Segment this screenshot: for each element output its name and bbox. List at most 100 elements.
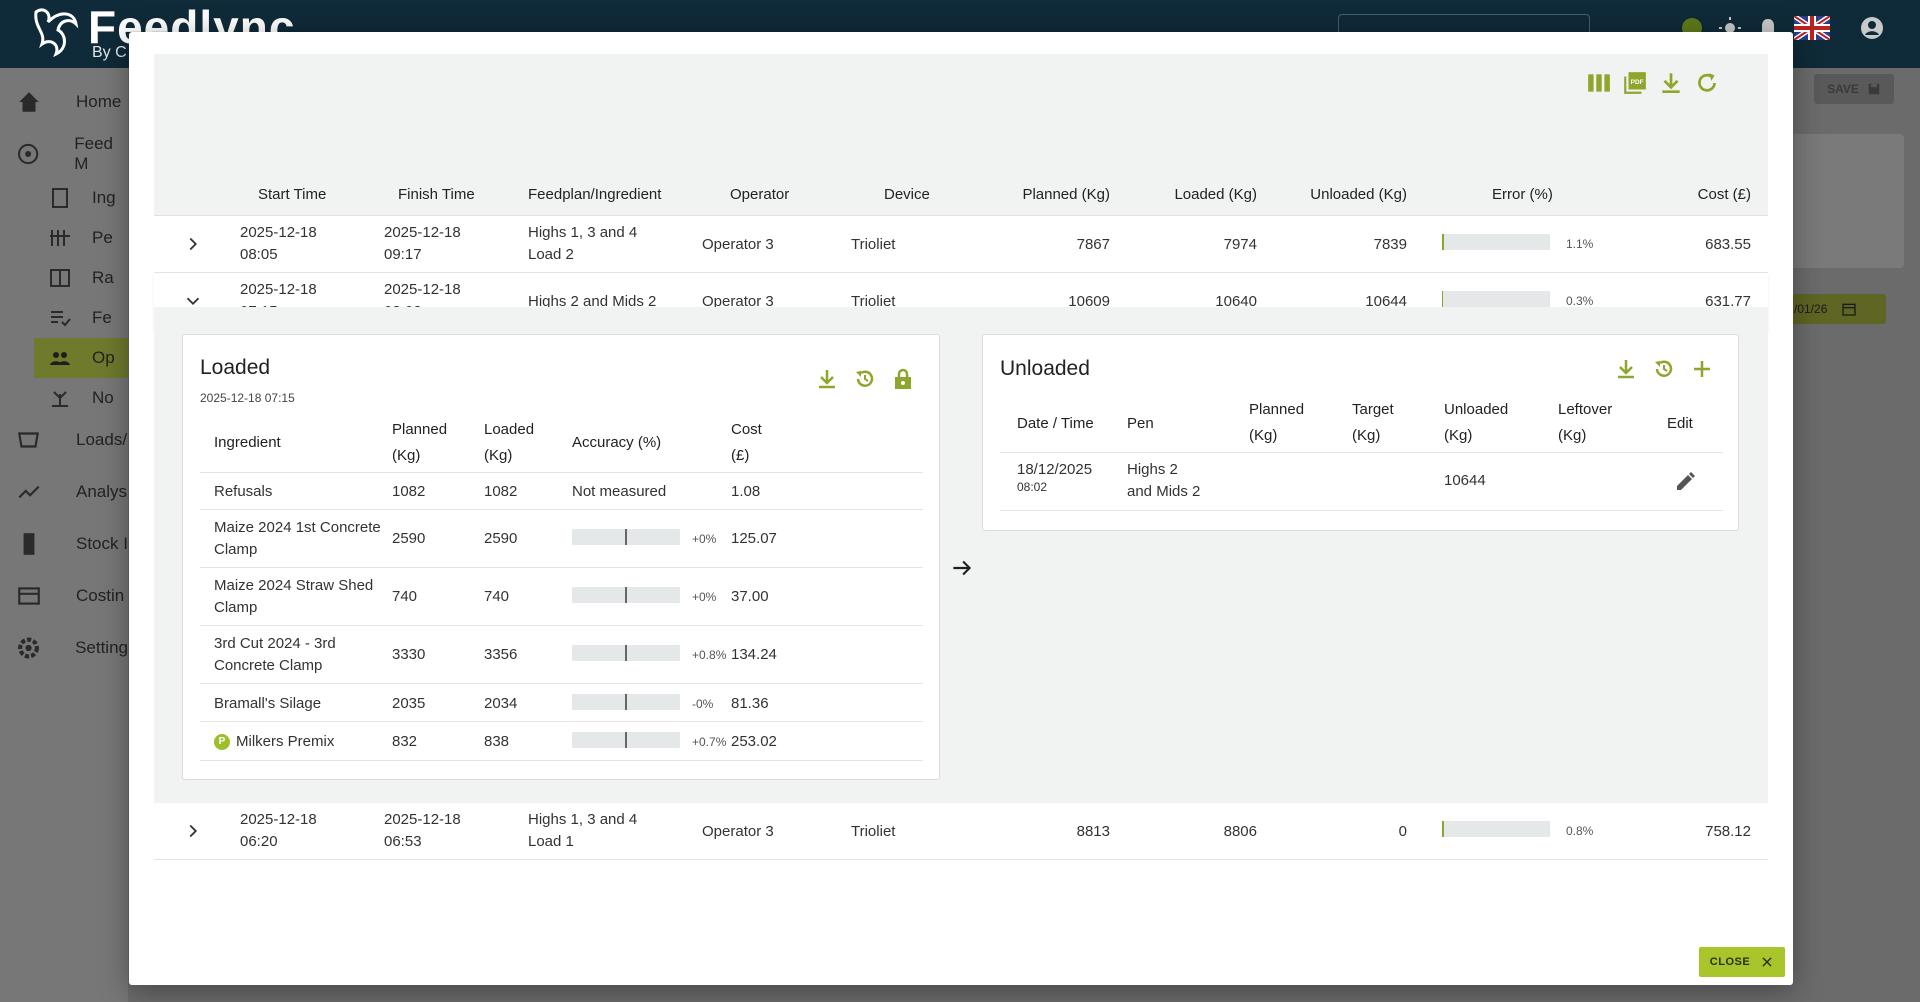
nav-loads[interactable]: Loads/	[0, 420, 128, 460]
nav-settings[interactable]: Setting	[0, 628, 128, 668]
cost: 134.24	[731, 646, 777, 663]
table-row[interactable]: 2025-12-18 06:20 2025-12-18 06:53 Highs …	[154, 803, 1768, 860]
unloaded-kg: 10644	[1365, 293, 1407, 310]
col-unloaded-line1: Unloaded	[1444, 401, 1509, 418]
ingredient-name-line1: Maize 2024 Straw Shed	[214, 577, 374, 594]
col-feedplan[interactable]: Feedplan/Ingredient	[528, 186, 662, 203]
arrow-right-icon	[953, 560, 972, 576]
history-icon[interactable]	[853, 367, 877, 391]
columns-icon[interactable]	[1586, 70, 1612, 96]
close-icon	[1762, 957, 1772, 967]
nav-costing[interactable]: Costin	[0, 576, 128, 616]
planned-kg: 2035	[392, 695, 426, 712]
unload-row: 18/12/2025 08:02 Highs 2 and Mids 2 1064…	[1000, 453, 1723, 511]
nav-feedplans[interactable]: Fe	[0, 298, 128, 338]
download-icon[interactable]	[815, 367, 839, 391]
accuracy-percent: +0%	[692, 590, 717, 604]
error-bar-fill	[1442, 821, 1444, 837]
col-finish-time[interactable]: Finish Time	[398, 186, 475, 203]
table-header: Start Time Finish Time Feedplan/Ingredie…	[154, 162, 1768, 216]
save-icon	[1868, 83, 1880, 95]
chevron-right-icon[interactable]	[182, 820, 204, 842]
finish-date: 2025-12-18	[384, 811, 461, 828]
rations-icon	[50, 269, 70, 287]
background-card	[1780, 134, 1904, 268]
download-icon[interactable]	[1614, 357, 1638, 381]
nav-analysis[interactable]: Analys	[0, 472, 128, 512]
accuracy-bar	[572, 645, 680, 661]
nav-stock-label: Stock I	[76, 534, 128, 553]
feedplan-line2: Load 1	[528, 833, 574, 850]
col-operator[interactable]: Operator	[730, 186, 790, 203]
cost: 81.36	[731, 695, 769, 712]
download-icon[interactable]	[1658, 70, 1684, 96]
planned-kg: 7867	[1076, 236, 1110, 253]
nav-nutrition[interactable]: No	[0, 378, 128, 418]
ingredient-name: P Milkers Premix	[214, 731, 334, 752]
nav-pens[interactable]: Pe	[0, 218, 128, 258]
nav-rations[interactable]: Ra	[0, 258, 128, 298]
col-target-line2: (Kg)	[1352, 427, 1381, 444]
ingredient-name-line2: Clamp	[214, 541, 258, 558]
loaded-kg: 2590	[484, 530, 518, 547]
pen-line1: Highs 2	[1127, 461, 1178, 478]
col-loaded[interactable]: Loaded (Kg)	[1174, 186, 1257, 203]
planned-kg: 8813	[1076, 823, 1110, 840]
ingredient-name: Bramall's Silage	[214, 695, 322, 712]
add-icon[interactable]	[1690, 357, 1714, 381]
notifications-icon[interactable]	[1756, 16, 1780, 40]
col-ingredient: Ingredient	[214, 434, 281, 451]
col-start-time[interactable]: Start Time	[258, 186, 327, 203]
chevron-right-icon[interactable]	[182, 233, 204, 255]
nav-home[interactable]: Home	[0, 82, 128, 122]
nav-feedplans-label: Fe	[92, 308, 112, 327]
save-label: SAVE	[1827, 82, 1859, 96]
col-target-line1: Target	[1352, 401, 1394, 418]
svg-text:PDF: PDF	[1631, 79, 1644, 86]
uk-flag-icon[interactable]	[1794, 16, 1830, 40]
nav-operators-label: Op	[92, 348, 115, 367]
col-cost[interactable]: Cost (£)	[1697, 186, 1751, 203]
table-row[interactable]: 2025-12-18 08:05 2025-12-18 09:17 Highs …	[154, 216, 1768, 273]
unloaded-kg: 10644	[1444, 472, 1486, 489]
col-device[interactable]: Device	[884, 186, 930, 203]
error-bar	[1442, 234, 1550, 250]
nav-ingredients[interactable]: Ing	[0, 178, 128, 218]
toolbar-actions: PDF	[1586, 70, 1720, 96]
col-error[interactable]: Error (%)	[1492, 186, 1553, 203]
nav-feed-management[interactable]: Feed M	[0, 134, 128, 174]
refresh-icon[interactable]	[1694, 70, 1720, 96]
lock-icon[interactable]	[891, 367, 915, 391]
ingredient-row: Refusals 1082 1082 Not measured 1.08	[200, 473, 923, 510]
accuracy-marker	[625, 587, 627, 603]
nav-stock[interactable]: Stock I	[0, 524, 128, 564]
history-icon[interactable]	[1652, 357, 1676, 381]
chevron-down-icon[interactable]	[182, 290, 204, 312]
save-button[interactable]: SAVE	[1814, 74, 1894, 104]
start-date: 2025-12-18	[240, 281, 317, 298]
col-unloaded[interactable]: Unloaded (Kg)	[1310, 186, 1407, 203]
col-cost-line1: Cost	[731, 421, 762, 438]
nav-operators[interactable]: Op	[34, 338, 128, 378]
date-picker[interactable]: /01/26	[1790, 294, 1886, 324]
account-icon[interactable]	[1860, 16, 1884, 40]
ingredient-row: 3rd Cut 2024 - 3rd Concrete Clamp 3330 3…	[200, 626, 923, 684]
error-bar	[1442, 821, 1550, 837]
load-history-dialog: PDF Start Time Finish Time Feedplan/Ingr…	[129, 32, 1793, 985]
feedplan-line1: Highs 2 and Mids 2	[528, 293, 657, 310]
close-label: CLOSE	[1709, 956, 1751, 968]
cost: 758.12	[1705, 823, 1751, 840]
col-edit: Edit	[1667, 415, 1693, 432]
edit-pencil-icon[interactable]	[1673, 470, 1697, 494]
cost: 253.02	[731, 733, 777, 750]
pdf-export-icon[interactable]: PDF	[1622, 70, 1648, 96]
error-bar	[1442, 291, 1550, 307]
col-planned[interactable]: Planned (Kg)	[1022, 186, 1110, 203]
loaded-kg: 10640	[1215, 293, 1257, 310]
pen-line2: and Mids 2	[1127, 483, 1201, 500]
start-time: 06:20	[240, 833, 278, 850]
table-toolbar: PDF	[154, 54, 1768, 162]
operator: Operator 3	[702, 236, 774, 253]
col-planned-line1: Planned	[1249, 401, 1305, 418]
close-button[interactable]: CLOSE	[1699, 947, 1785, 977]
